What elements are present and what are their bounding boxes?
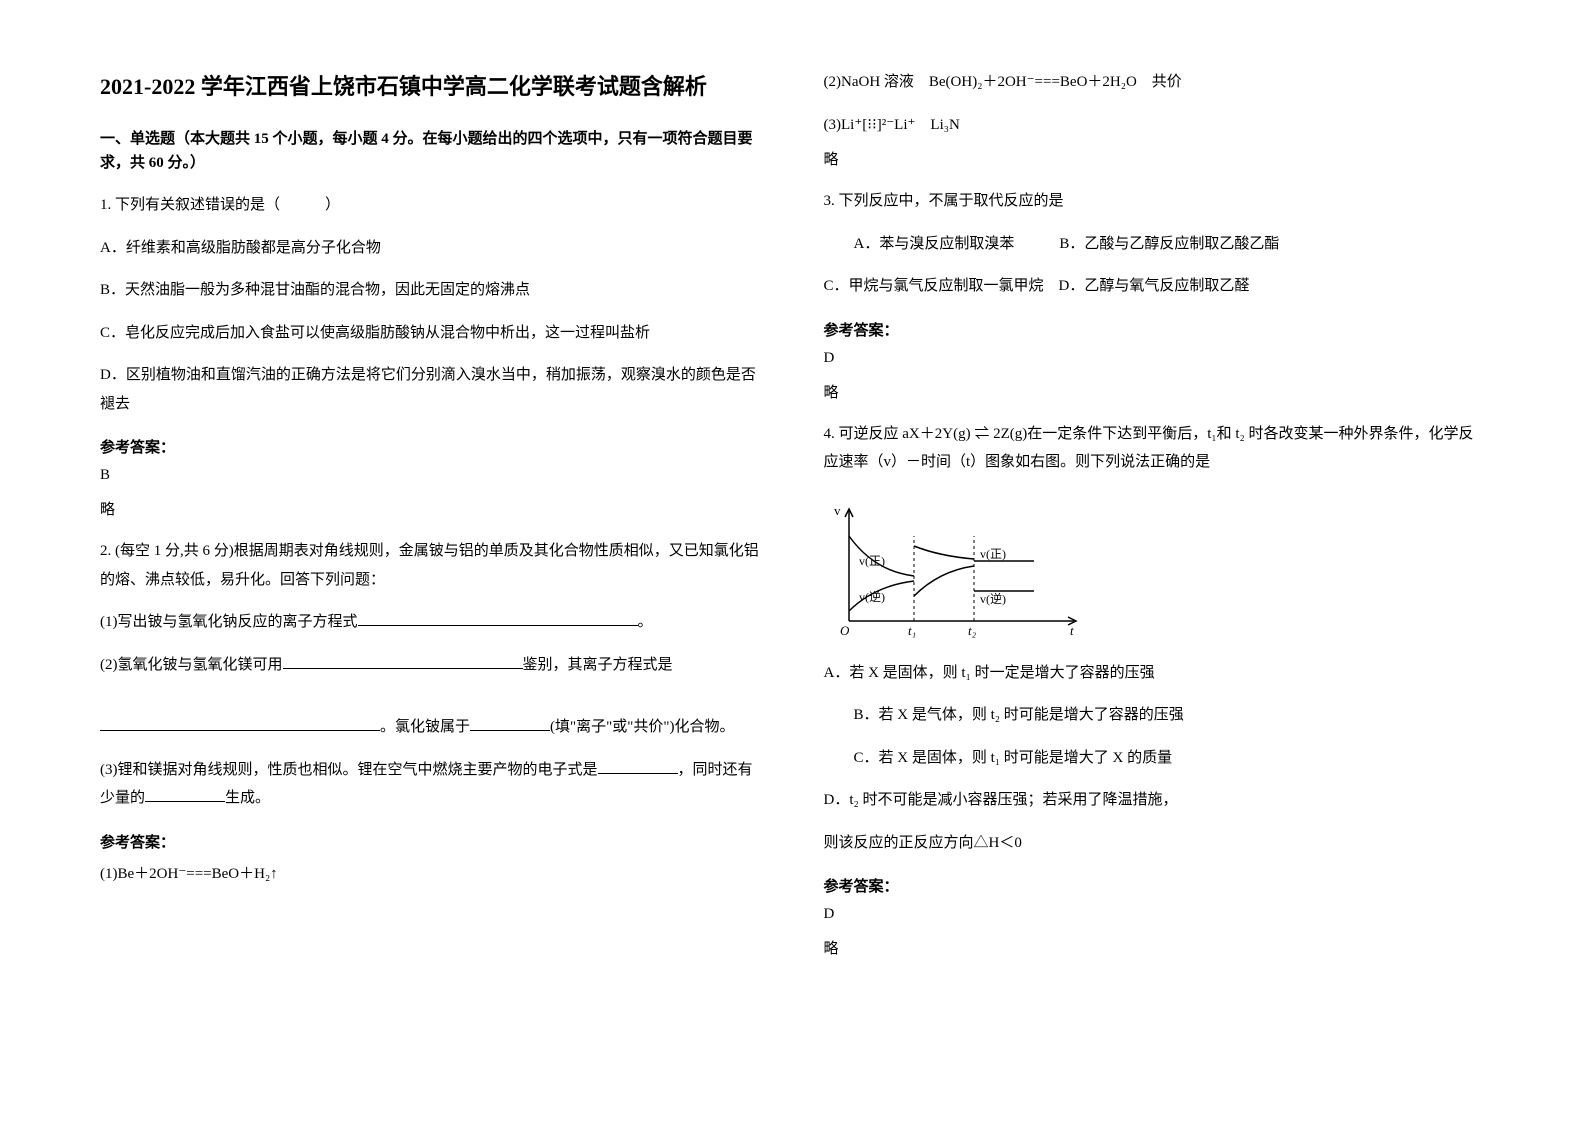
q3-answer-label: 参考答案： [824, 319, 1488, 340]
q2-part2-end: (填"离子"或"共价")化合物。 [550, 719, 734, 735]
q2-part1-post: 。 [638, 614, 653, 630]
chart-t1: t₁ [908, 623, 916, 638]
q2-part3: (3)锂和镁据对角线规则，性质也相似。锂在空气中燃烧主要产物的电子式是，同时还有… [100, 756, 764, 813]
q1-option-a: A．纤维素和高级脂肪酸都是高分子化合物 [100, 234, 764, 263]
q3-option-d: D．乙醇与氧气反应制取乙醛 [1059, 278, 1250, 294]
q3-options-ab: A．苯与溴反应制取溴苯 B．乙酸与乙醇反应制取乙酸乙酯 [824, 230, 1488, 259]
q1-option-b: B．天然油脂一般为多种混甘油酯的混合物，因此无固定的熔沸点 [100, 276, 764, 305]
q4-option-a: A．若 X 是固体，则 t₁ 时一定是增大了容器的压强 [824, 659, 1488, 688]
q4-option-b: B．若 X 是气体，则 t₂ 时可能是增大了容器的压强 [824, 701, 1488, 730]
chart-x-label: t [1070, 623, 1074, 638]
q4-option-c: C．若 X 是固体，则 t₁ 时可能是增大了 X 的质量 [824, 744, 1488, 773]
q4-option-d-cont: 则该反应的正反应方向△H＜0 [824, 829, 1488, 858]
q2-part2: (2)氢氧化铍与氢氧化镁可用 鉴别，其离子方程式是 [100, 651, 764, 680]
q4-note: 略 [824, 937, 1488, 958]
right-column: (2)NaOH 溶液 Be(OH)₂＋2OH⁻===BeO＋2H₂O 共价 (3… [824, 70, 1488, 1052]
q2-note: 略 [824, 148, 1488, 169]
q2-part1: (1)写出铍与氢氧化钠反应的离子方程式 。 [100, 608, 764, 637]
q1-note: 略 [100, 498, 764, 519]
q4-stem: 4. 可逆反应 aX＋2Y(g) ⇌ 2Z(g)在一定条件下达到平衡后，t₁和 … [824, 420, 1488, 477]
q1-option-c: C．皂化反应完成后加入食盐可以使高级脂肪酸钠从混合物中析出，这一过程叫盐析 [100, 319, 764, 348]
q2-part2-pre: (2)氢氧化铍与氢氧化镁可用 [100, 657, 283, 673]
q4-chart: v O t₁ t₂ t v(正) v(逆) v(正) v(逆) [824, 501, 1488, 641]
blank [470, 730, 550, 731]
q3-note: 略 [824, 381, 1488, 402]
q3-option-c: C．甲烷与氯气反应制取一氯甲烷 [824, 278, 1044, 294]
q2-part1-pre: (1)写出铍与氢氧化钠反应的离子方程式 [100, 614, 358, 630]
q2-part3-post: 生成。 [225, 790, 270, 806]
chart-y-label: v [834, 503, 841, 518]
chart-vr2: v(逆) [980, 591, 1006, 606]
q2-part3-pre: (3)锂和镁据对角线规则，性质也相似。锂在空气中燃烧主要产物的电子式是 [100, 762, 598, 778]
chart-origin: O [840, 623, 850, 638]
blank [358, 625, 638, 626]
q3-stem: 3. 下列反应中，不属于取代反应的是 [824, 187, 1488, 216]
blank [145, 801, 225, 802]
q2-ans2: (2)NaOH 溶液 Be(OH)₂＋2OH⁻===BeO＋2H₂O 共价 [824, 70, 1488, 91]
chart-vr1: v(逆) [859, 589, 885, 604]
q3-answer: D [824, 350, 1488, 367]
q2-ans1: (1)Be＋2OH⁻===BeO＋H₂↑ [100, 862, 764, 883]
chart-t2: t₂ [968, 623, 977, 638]
q4-answer: D [824, 906, 1488, 923]
q4-option-d: D．t₂ 时不可能是减小容器压强；若采用了降温措施， [824, 786, 1488, 815]
q1-answer: B [100, 467, 764, 484]
q4-answer-label: 参考答案： [824, 875, 1488, 896]
blank [100, 730, 380, 731]
q2-part2b: 。氯化铍属于 (填"离子"或"共价")化合物。 [100, 713, 764, 742]
q1-stem: 1. 下列有关叙述错误的是（ ） [100, 191, 764, 220]
q2-part2-mid: 鉴别，其离子方程式是 [523, 657, 673, 673]
q2-answer-label: 参考答案： [100, 831, 764, 852]
rate-time-chart: v O t₁ t₂ t v(正) v(逆) v(正) v(逆) [824, 501, 1084, 641]
section-header: 一、单选题（本大题共 15 个小题，每小题 4 分。在每小题给出的四个选项中，只… [100, 127, 764, 175]
blank [283, 668, 523, 669]
q2-stem: 2. (每空 1 分,共 6 分)根据周期表对角线规则，金属铍与铝的单质及其化合… [100, 537, 764, 594]
q2-part2-post: 。氯化铍属于 [380, 719, 470, 735]
blank [598, 773, 678, 774]
q1-answer-label: 参考答案： [100, 436, 764, 457]
q1-option-d: D．区别植物油和直馏汽油的正确方法是将它们分别滴入溴水当中，稍加振荡，观察溴水的… [100, 361, 764, 418]
left-column: 2021-2022 学年江西省上饶市石镇中学高二化学联考试题含解析 一、单选题（… [100, 70, 764, 1052]
q3-option-b: B．乙酸与乙醇反应制取乙酸乙酯 [1059, 236, 1279, 252]
q2-ans3: (3)Li⁺[⁝⁝]²⁻Li⁺ Li₃N [824, 113, 1488, 134]
document-title: 2021-2022 学年江西省上饶市石镇中学高二化学联考试题含解析 [100, 70, 764, 103]
q3-options-cd: C．甲烷与氯气反应制取一氯甲烷 D．乙醇与氧气反应制取乙醛 [824, 272, 1488, 301]
chart-vf1: v(正) [859, 554, 885, 568]
q3-option-a: A．苯与溴反应制取溴苯 [854, 236, 1015, 252]
chart-vf2: v(正) [980, 547, 1006, 561]
